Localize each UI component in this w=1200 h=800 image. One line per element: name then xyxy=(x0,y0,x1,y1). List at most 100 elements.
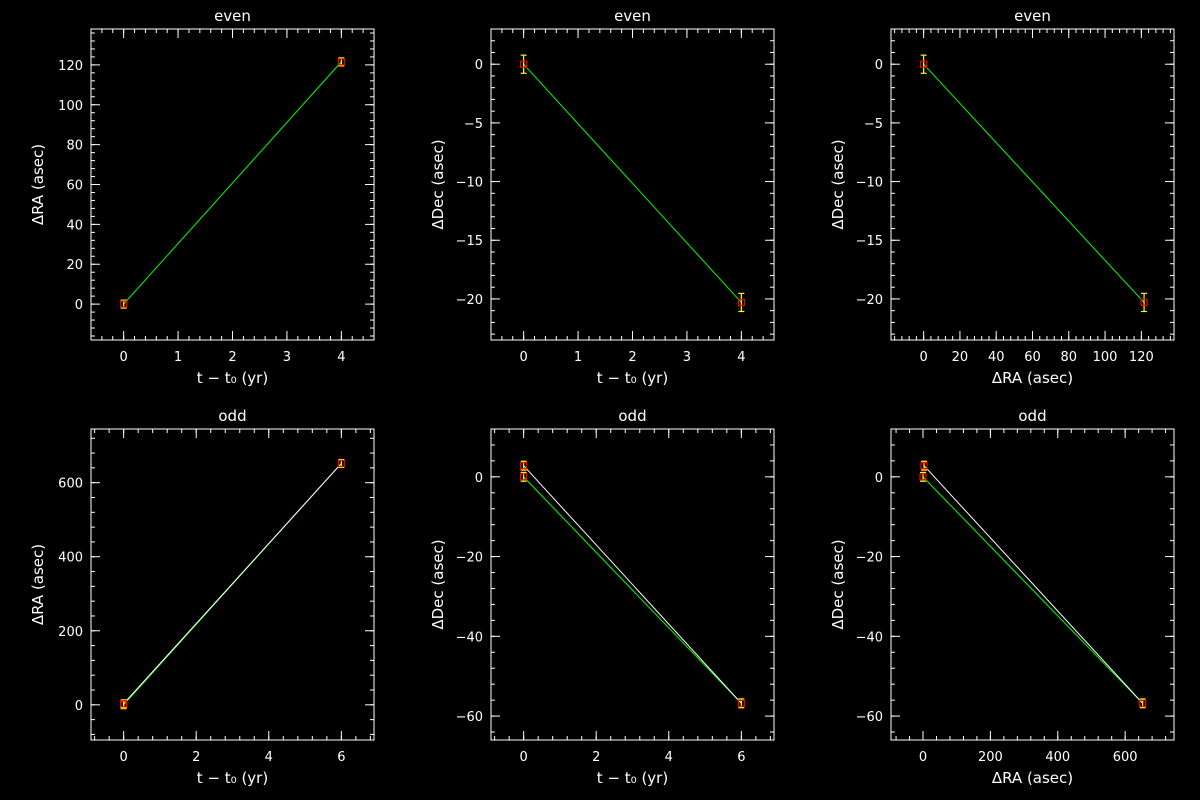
data-point xyxy=(1139,698,1147,709)
x-tick-label: 3 xyxy=(683,350,691,365)
y-tick-label: −10 xyxy=(856,176,883,191)
data-point xyxy=(737,698,745,709)
data-point xyxy=(120,299,128,309)
data-point xyxy=(337,57,345,67)
x-axis-label: ΔRA (asec) xyxy=(992,369,1073,387)
chart-title: even xyxy=(614,7,651,25)
y-tick-label: −40 xyxy=(856,630,883,645)
chart-title: odd xyxy=(1018,407,1046,425)
y-tick-label: −40 xyxy=(456,630,483,645)
x-axis-label: t − t₀ (yr) xyxy=(197,769,268,787)
x-tick-label: 120 xyxy=(1129,350,1154,365)
data-marker xyxy=(920,462,928,470)
x-tick-label: 200 xyxy=(978,750,1003,765)
y-tick-label: −60 xyxy=(856,710,883,725)
data-marker xyxy=(520,60,528,68)
x-tick-label: 4 xyxy=(737,350,745,365)
fit-line xyxy=(123,61,342,305)
data-point xyxy=(920,54,928,74)
x-tick-label: 0 xyxy=(120,350,128,365)
x-tick-label: 1 xyxy=(574,350,582,365)
x-tick-label: 0 xyxy=(520,750,528,765)
data-point xyxy=(919,471,927,482)
y-tick-label: 80 xyxy=(66,139,83,154)
y-tick-label: 100 xyxy=(58,99,83,114)
x-tick-label: 2 xyxy=(228,350,236,365)
data-point xyxy=(737,292,745,313)
data-marker xyxy=(1140,298,1148,307)
chart-panel-3: even ΔRA (asec) ΔDec (asec) 0 20 40 60 80 100 120… xyxy=(829,7,1175,387)
plot-frame xyxy=(490,428,775,741)
data-marker xyxy=(737,298,745,307)
plot-frame xyxy=(890,428,1175,741)
x-tick-label: 80 xyxy=(1061,350,1078,365)
y-tick-label: −5 xyxy=(464,117,483,132)
x-axis-label: t − t₀ (yr) xyxy=(197,369,268,387)
y-tick-label: −20 xyxy=(856,293,883,308)
x-tick-label: 6 xyxy=(337,750,345,765)
y-tick-label: 0 xyxy=(475,58,483,73)
data-marker xyxy=(1139,699,1147,707)
y-tick-label: 120 xyxy=(58,59,83,74)
data-line xyxy=(123,463,342,705)
data-point xyxy=(120,699,128,709)
x-tick-label: 2 xyxy=(192,750,200,765)
chart-title: even xyxy=(214,7,251,25)
x-tick-label: 400 xyxy=(1045,750,1070,765)
y-tick-label: 400 xyxy=(58,551,83,566)
x-tick-label: 1 xyxy=(174,350,182,365)
y-tick-label: −15 xyxy=(856,234,883,249)
y-tick-label: −5 xyxy=(864,117,883,132)
y-tick-label: 200 xyxy=(58,625,83,640)
x-tick-label: 600 xyxy=(1113,750,1138,765)
data-point xyxy=(520,471,528,482)
data-marker xyxy=(520,473,528,481)
y-tick-label: −60 xyxy=(456,710,483,725)
data-marker xyxy=(520,462,528,470)
y-tick-label: 0 xyxy=(875,471,883,486)
data-line xyxy=(523,465,742,704)
y-tick-label: 20 xyxy=(66,258,83,273)
chart-title: odd xyxy=(618,407,646,425)
x-tick-label: 4 xyxy=(337,350,345,365)
chart-panel-5: odd t − t₀ (yr) ΔDec (asec) 0 2 4 6 0 −20 −40 −60 xyxy=(429,407,775,787)
x-tick-label: 0 xyxy=(120,750,128,765)
y-tick-label: 600 xyxy=(58,477,83,492)
fit-line xyxy=(523,63,742,303)
x-axis-label: ΔRA (asec) xyxy=(992,769,1073,787)
x-axis-label: t − t₀ (yr) xyxy=(597,369,668,387)
chart-title: odd xyxy=(218,407,246,425)
y-axis-label: ΔRA (asec) xyxy=(29,544,47,625)
data-marker xyxy=(737,699,745,707)
data-marker xyxy=(337,58,345,66)
chart-panel-2: even t − t₀ (yr) ΔDec (asec) 0 1 2 3 4 0 −5 −10 −15… xyxy=(429,7,775,387)
x-tick-label: 4 xyxy=(265,750,273,765)
data-point xyxy=(520,460,528,471)
y-tick-label: 0 xyxy=(75,699,83,714)
data-marker xyxy=(120,700,128,708)
y-axis-label: ΔDec (asec) xyxy=(829,139,847,229)
y-axis-label: ΔDec (asec) xyxy=(429,539,447,629)
x-tick-label: 2 xyxy=(592,750,600,765)
chart-title: even xyxy=(1014,7,1051,25)
data-point xyxy=(520,54,528,74)
y-tick-label: 0 xyxy=(875,58,883,73)
y-tick-label: 0 xyxy=(475,471,483,486)
fit-line xyxy=(923,63,1145,303)
x-tick-label: 2 xyxy=(628,350,636,365)
y-tick-label: 60 xyxy=(66,179,83,194)
x-tick-label: 6 xyxy=(737,750,745,765)
data-point xyxy=(1140,292,1148,313)
x-tick-label: 0 xyxy=(520,350,528,365)
fit-line xyxy=(922,476,1144,704)
data-point xyxy=(920,460,928,471)
y-tick-label: −10 xyxy=(456,176,483,191)
x-tick-label: 60 xyxy=(1024,350,1041,365)
plot-frame xyxy=(90,428,375,741)
data-marker xyxy=(120,300,128,308)
data-marker xyxy=(920,60,928,68)
y-tick-label: −15 xyxy=(456,234,483,249)
x-tick-label: 3 xyxy=(283,350,291,365)
data-marker xyxy=(337,459,345,468)
